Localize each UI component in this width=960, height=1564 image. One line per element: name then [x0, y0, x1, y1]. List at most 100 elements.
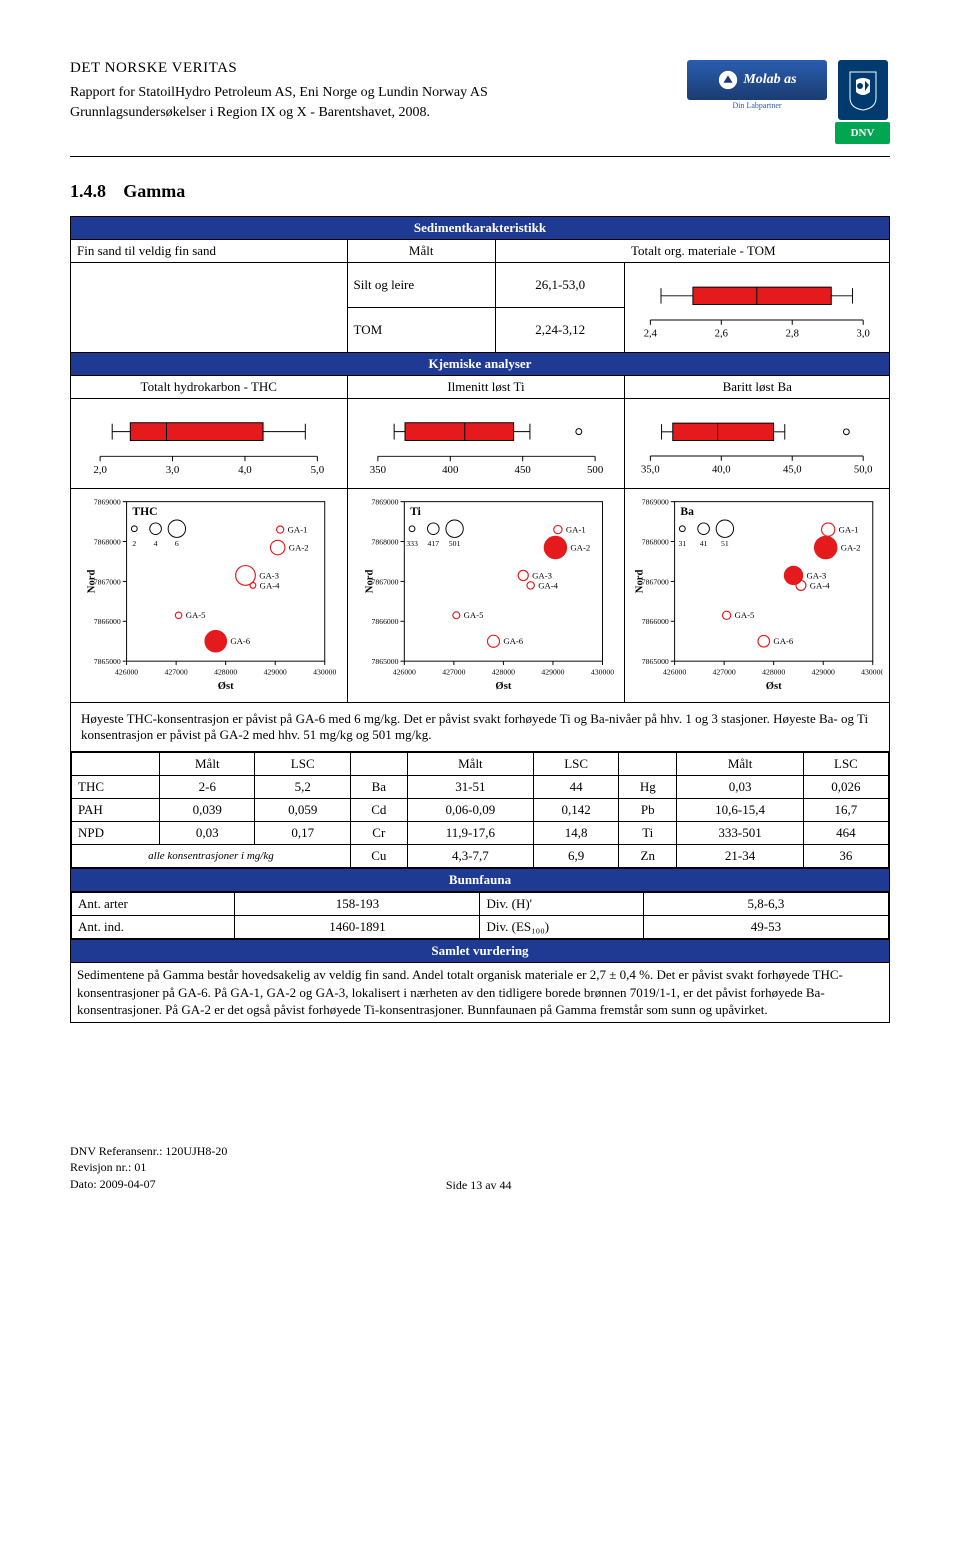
- dnv-logo-box: DNV: [835, 60, 890, 144]
- svg-text:430000: 430000: [590, 668, 613, 677]
- svg-text:427000: 427000: [165, 668, 188, 677]
- map-thc-cell: THC7865000786600078670007868000786900042…: [71, 489, 348, 703]
- svg-text:7868000: 7868000: [642, 537, 669, 546]
- map-ba-cell: Ba78650007866000786700078680007869000426…: [625, 489, 890, 703]
- svg-text:7869000: 7869000: [642, 498, 669, 507]
- map-ti: Ti78650007866000786700078680007869000426…: [354, 492, 619, 695]
- header-rule: [70, 156, 890, 157]
- svg-text:7865000: 7865000: [371, 657, 398, 666]
- svg-text:4,0: 4,0: [238, 464, 252, 476]
- svg-text:Nord: Nord: [635, 570, 646, 594]
- section-number: 1.4.8: [70, 181, 106, 201]
- svg-text:GA-3: GA-3: [807, 570, 827, 580]
- svg-text:7867000: 7867000: [94, 577, 121, 586]
- svg-text:7866000: 7866000: [642, 617, 669, 626]
- svg-text:40,0: 40,0: [712, 464, 731, 475]
- tom-value: 2,24-3,12: [495, 308, 625, 353]
- report-for: Rapport for StatoilHydro Petroleum AS, E…: [70, 85, 687, 101]
- data-table: MåltLSC MåltLSC MåltLSCTHC2-65,2Ba31-514…: [71, 752, 889, 868]
- svg-text:Ti: Ti: [410, 505, 422, 518]
- svg-text:350: 350: [369, 464, 386, 476]
- sed-row1-malt: Målt: [347, 240, 495, 263]
- svg-text:GA-5: GA-5: [463, 610, 483, 620]
- svg-text:2,4: 2,4: [644, 328, 658, 339]
- svg-text:GA-2: GA-2: [570, 542, 590, 552]
- main-table: Sedimentkarakteristikk Fin sand til veld…: [70, 216, 890, 1023]
- svg-text:427000: 427000: [713, 668, 736, 677]
- svg-text:7866000: 7866000: [371, 617, 398, 626]
- molab-text: Molab as: [743, 72, 796, 88]
- svg-text:428000: 428000: [491, 668, 514, 677]
- footer-dato: Dato: 2009-04-07: [70, 1176, 227, 1193]
- map-ba: Ba78650007866000786700078680007869000426…: [631, 492, 883, 695]
- svg-text:GA-2: GA-2: [841, 542, 861, 552]
- svg-text:7866000: 7866000: [94, 617, 121, 626]
- svg-text:430000: 430000: [313, 668, 336, 677]
- svg-text:51: 51: [721, 539, 729, 548]
- svg-text:GA-5: GA-5: [186, 610, 206, 620]
- svg-text:429000: 429000: [264, 668, 287, 677]
- svg-text:GA-6: GA-6: [230, 636, 250, 646]
- svg-text:GA-3: GA-3: [532, 570, 552, 580]
- svg-text:Nord: Nord: [364, 570, 375, 594]
- map-ti-cell: Ti78650007866000786700078680007869000426…: [347, 489, 625, 703]
- svg-text:GA-3: GA-3: [259, 570, 279, 580]
- svg-text:2,0: 2,0: [93, 464, 107, 476]
- band-sediment: Sedimentkarakteristikk: [71, 217, 890, 240]
- svg-text:428000: 428000: [763, 668, 786, 677]
- svg-text:GA-4: GA-4: [810, 580, 830, 590]
- svg-text:2,8: 2,8: [786, 328, 799, 339]
- band-kjemiske: Kjemiske analyser: [71, 353, 890, 376]
- svg-text:7867000: 7867000: [371, 577, 398, 586]
- svg-text:2: 2: [132, 539, 136, 548]
- svg-text:GA-1: GA-1: [288, 524, 308, 534]
- svg-text:THC: THC: [132, 505, 157, 518]
- svg-text:GA-4: GA-4: [538, 580, 558, 590]
- svg-text:450: 450: [514, 464, 531, 476]
- sed-left-blank: [71, 263, 348, 353]
- company-name: DET NORSKE VERITAS: [70, 60, 687, 77]
- ti-box-cell: 350400450500: [347, 399, 625, 489]
- band-samlet: Samlet vurdering: [71, 940, 890, 963]
- svg-text:7868000: 7868000: [94, 537, 121, 546]
- logo-group: Molab as Din Labpartner DNV: [687, 60, 890, 144]
- svg-text:427000: 427000: [442, 668, 465, 677]
- data-table-wrap: MåltLSC MåltLSC MåltLSCTHC2-65,2Ba31-514…: [71, 752, 890, 869]
- study-title: Grunnlagsundersøkelser i Region IX og X …: [70, 105, 687, 121]
- footer-rev: Revisjon nr.: 01: [70, 1159, 227, 1176]
- hoy-text: Høyeste THC-konsentrasjon er påvist på G…: [71, 703, 890, 752]
- footer-ref: DNV Referansenr.: 120UJH8-20: [70, 1143, 227, 1160]
- blank-cell: [495, 240, 625, 263]
- bunnfauna-wrap: Ant. arter158-193Div. (H)'5,8-6,3Ant. in…: [71, 892, 890, 940]
- svg-text:429000: 429000: [541, 668, 564, 677]
- svg-text:7868000: 7868000: [371, 537, 398, 546]
- svg-text:3,0: 3,0: [857, 328, 870, 339]
- svg-text:400: 400: [442, 464, 459, 476]
- sed-row1-left: Fin sand til veldig fin sand: [71, 240, 348, 263]
- svg-text:GA-6: GA-6: [774, 636, 794, 646]
- header-text-block: DET NORSKE VERITAS Rapport for StatoilHy…: [70, 60, 687, 121]
- svg-text:Øst: Øst: [766, 681, 782, 692]
- band-bunnfauna: Bunnfauna: [71, 869, 890, 892]
- ba-boxplot: 35,0 40,0 45,0 50,0: [631, 402, 883, 481]
- svg-text:45,0: 45,0: [783, 464, 802, 475]
- page-header: DET NORSKE VERITAS Rapport for StatoilHy…: [70, 60, 890, 144]
- svg-text:426000: 426000: [115, 668, 138, 677]
- dnv-shield-icon: [838, 60, 888, 120]
- kj-thc-label: Totalt hydrokarbon - THC: [71, 376, 348, 399]
- svg-text:35,0: 35,0: [642, 464, 661, 475]
- svg-text:GA-1: GA-1: [839, 524, 859, 534]
- page-footer: DNV Referansenr.: 120UJH8-20 Revisjon nr…: [70, 1143, 890, 1193]
- svg-text:GA-5: GA-5: [735, 610, 755, 620]
- narrative-text: Sedimentene på Gamma består hovedsakelig…: [71, 963, 890, 1023]
- svg-text:50,0: 50,0: [854, 464, 873, 475]
- svg-text:426000: 426000: [392, 668, 415, 677]
- molab-logo-box: Molab as Din Labpartner: [687, 60, 827, 110]
- kj-ti-label: Ilmenitt løst Ti: [347, 376, 625, 399]
- svg-text:2,6: 2,6: [715, 328, 728, 339]
- kj-ba-label: Baritt løst Ba: [625, 376, 890, 399]
- svg-text:Øst: Øst: [495, 681, 511, 692]
- ti-boxplot: 350400450500: [354, 402, 619, 481]
- footer-spacer: [730, 1143, 890, 1193]
- svg-text:7869000: 7869000: [94, 498, 121, 507]
